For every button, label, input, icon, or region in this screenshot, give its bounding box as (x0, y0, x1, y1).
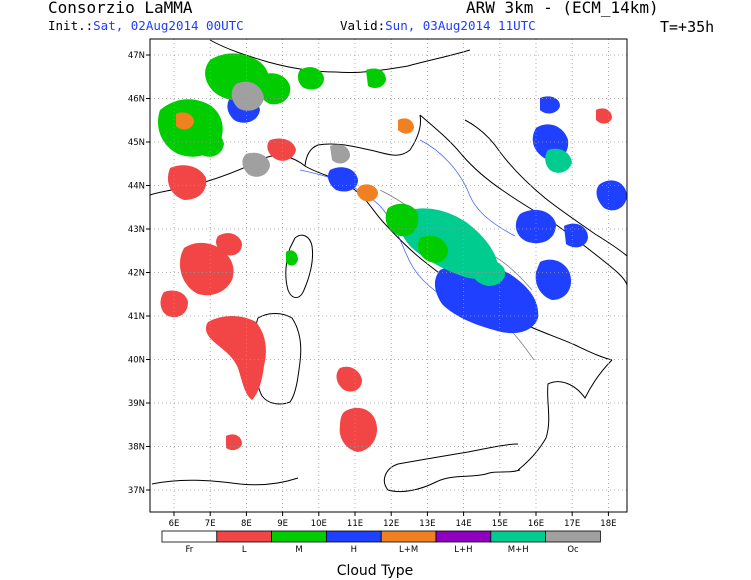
legend-label: M (295, 545, 302, 555)
lat-tick-label: 47N (128, 51, 145, 61)
low-cloud-cluster (596, 108, 612, 124)
mid-cloud-cluster (192, 129, 224, 157)
overcast-cluster (330, 144, 350, 164)
valid-label: Valid: (340, 18, 386, 33)
legend-label: L+H (454, 545, 472, 555)
mid-cloud-cluster (286, 250, 298, 266)
legend-label: Oc (567, 545, 579, 555)
valid-time: Valid:Sun, 03Aug2014 11UTC (340, 18, 536, 33)
low-cloud-cluster (339, 407, 378, 452)
init-time: Init.:Sat, 02Aug2014 00UTC (48, 18, 244, 33)
low-cloud-cluster (226, 434, 242, 451)
lat-tick-label: 43N (128, 225, 145, 235)
high-cloud-cluster (564, 223, 588, 248)
low-cloud-cluster (205, 316, 266, 400)
legend-label: L (242, 545, 247, 555)
high-cloud-cluster (328, 167, 358, 192)
lat-tick-label: 40N (128, 356, 145, 366)
graticule (150, 39, 627, 512)
lon-tick-label: 7E (205, 519, 216, 529)
overcast-cluster (231, 81, 264, 111)
low-cloud-cluster (216, 233, 242, 256)
low-mid-cloud-cluster (398, 118, 414, 134)
lon-tick-label: 16E (528, 519, 544, 529)
lon-tick-label: 14E (456, 519, 472, 529)
legend-swatch (271, 530, 327, 543)
lat-tick-label: 42N (128, 269, 145, 279)
legend-swatch (325, 530, 382, 543)
legend-label: L+M (399, 545, 418, 555)
init-label: Init.: (48, 18, 94, 33)
low-cloud-cluster (267, 138, 296, 161)
high-cloud-cluster (434, 264, 539, 334)
longitude-axis: 6E 7E 8E 9E 10E 11E 12E 13E 14E 15E 16E 17E 18E (169, 512, 616, 529)
legend-title: Cloud Type (337, 563, 414, 579)
mid-cloud-cluster (258, 73, 291, 105)
high-cloud-cluster (515, 209, 556, 244)
lat-tick-label: 38N (128, 443, 145, 453)
organization-title: Consorzio LaMMA (48, 0, 193, 17)
lat-tick-label: 39N (128, 399, 145, 409)
mid-cloud-cluster (366, 68, 386, 88)
mid-cloud-cluster (418, 235, 448, 263)
lat-tick-label: 46N (128, 95, 145, 105)
legend-label: M+H (508, 545, 529, 555)
legend-swatch (380, 530, 437, 543)
forecast-step: T=+35h (660, 18, 715, 36)
legend-swatch (161, 530, 218, 543)
low-mid-cloud-cluster (357, 184, 378, 202)
lat-tick-label: 45N (128, 138, 145, 148)
cloud-field (158, 53, 627, 452)
high-cloud-cluster (596, 180, 627, 211)
mid-high-cloud-cluster (545, 148, 572, 173)
map-frame (149, 38, 628, 513)
init-value: Sat, 02Aug2014 00UTC (93, 18, 244, 33)
high-cloud-cluster (540, 96, 560, 114)
legend-label: H (351, 545, 357, 555)
mid-cloud-cluster (385, 203, 419, 237)
legend-swatch (216, 530, 273, 543)
lat-tick-label: 37N (128, 486, 145, 496)
high-cloud-cluster (535, 259, 572, 300)
lon-tick-label: 10E (311, 519, 327, 529)
latitude-axis: 47N 46N 45N 44N 43N 42N 41N 40N 39N 38N 37N (128, 51, 150, 496)
low-cloud-cluster (180, 242, 234, 296)
lon-tick-label: 15E (492, 519, 508, 529)
valid-value: Sun, 03Aug2014 11UTC (385, 18, 536, 33)
lat-tick-label: 41N (128, 312, 145, 322)
mid-cloud-cluster (297, 67, 324, 90)
lon-tick-label: 8E (241, 519, 252, 529)
lon-tick-label: 12E (383, 519, 399, 529)
legend-swatch (490, 530, 546, 543)
overcast-cluster (242, 152, 270, 177)
lat-tick-label: 44N (128, 182, 145, 192)
legend-swatch (435, 530, 492, 543)
low-mid-cloud-cluster (176, 112, 194, 130)
lon-tick-label: 11E (347, 519, 363, 529)
lon-tick-label: 9E (277, 519, 288, 529)
cloud-type-legend: Fr L M H L+M L+H M+H Oc Cloud Type (161, 530, 601, 579)
low-cloud-cluster (167, 165, 207, 200)
low-cloud-cluster (336, 366, 362, 392)
lon-tick-label: 13E (419, 519, 435, 529)
legend-swatch (545, 530, 601, 543)
lon-tick-label: 18E (600, 519, 616, 529)
lon-tick-label: 6E (169, 519, 180, 529)
legend-label: Fr (186, 545, 194, 555)
model-title: ARW 3km - (ECM_14km) (466, 0, 659, 17)
mid-high-cloud-cluster (469, 258, 506, 286)
lon-tick-label: 17E (564, 519, 580, 529)
